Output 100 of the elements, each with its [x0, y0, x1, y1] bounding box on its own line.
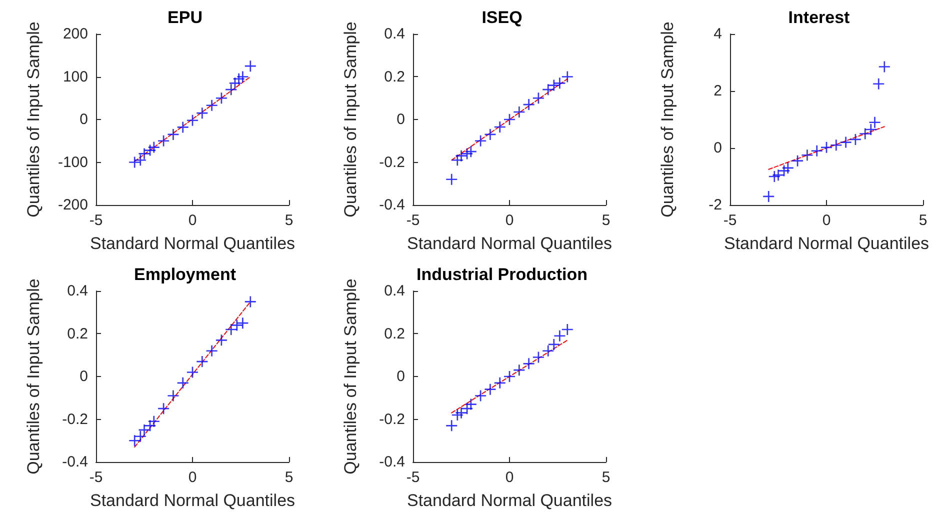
point: [523, 358, 534, 370]
y-tick-label: 0.4: [384, 26, 405, 42]
y-tick-label: 0.2: [384, 325, 405, 342]
point: [878, 61, 890, 72]
y-tick-label: 0.2: [67, 325, 88, 342]
point: [811, 145, 822, 156]
point: [138, 148, 150, 160]
y-tick-label: -0.2: [379, 154, 405, 171]
point: [187, 366, 198, 378]
point: [446, 420, 458, 432]
x-tick-label: 0: [822, 212, 831, 229]
point: [187, 114, 198, 126]
point: [792, 155, 804, 166]
point: [196, 108, 208, 119]
point: [532, 92, 544, 104]
x-axis-title: Standard Normal Quantiles: [90, 491, 296, 510]
point: [134, 430, 146, 442]
point: [782, 162, 794, 174]
y-tick-label: 200: [62, 26, 88, 42]
point: [465, 398, 476, 410]
point: [772, 170, 784, 181]
y-tick-label: 0: [396, 368, 405, 385]
x-tick-label: 0: [505, 469, 514, 486]
point: [865, 124, 876, 135]
point: [237, 71, 248, 82]
x-tick-label: -5: [89, 212, 103, 229]
point: [196, 356, 208, 368]
chart-title: EPU: [168, 8, 202, 27]
y-tick-label: -0.4: [379, 454, 405, 470]
point: [562, 324, 573, 335]
y-tick-label: -100: [58, 154, 88, 171]
point: [177, 377, 188, 388]
point: [532, 352, 544, 363]
point: [475, 135, 486, 146]
y-tick-label: 0: [714, 140, 722, 156]
x-tick-label: 5: [918, 212, 928, 229]
x-tick-label: -5: [723, 212, 737, 229]
point: [168, 128, 179, 140]
point: [548, 338, 560, 350]
point: [554, 78, 566, 89]
y-axis-title: Quantiles of Input Sample: [658, 22, 677, 218]
point: [148, 142, 160, 153]
y-tick-label: 4: [714, 26, 722, 42]
point: [216, 334, 227, 346]
point: [244, 60, 256, 72]
chart-title: Interest: [788, 8, 850, 27]
point: [134, 154, 146, 166]
x-tick-label: 0: [505, 212, 514, 229]
x-axis-title: Standard Normal Quantiles: [406, 491, 612, 510]
point: [514, 364, 525, 376]
y-tick-label: 0: [80, 368, 88, 385]
point: [494, 121, 506, 132]
point: [446, 174, 458, 185]
point: [244, 296, 256, 308]
y-tick-label: 0.4: [384, 282, 405, 300]
point: [129, 435, 140, 446]
point: [542, 84, 554, 96]
chart-title: Employment: [134, 265, 236, 284]
point: [830, 140, 842, 151]
y-tick-label: -200: [58, 196, 88, 214]
chart-title: ISEQ: [482, 8, 522, 27]
y-tick-label: 0.4: [67, 282, 88, 300]
point: [206, 345, 218, 356]
point: [177, 122, 188, 133]
point: [465, 146, 476, 158]
point: [763, 190, 774, 202]
chart-title: Industrial Production: [416, 265, 588, 284]
point: [840, 136, 852, 148]
x-axis-title: Standard Normal Quantiles: [724, 234, 930, 253]
point: [873, 78, 884, 90]
point: [802, 150, 813, 161]
point: [869, 116, 880, 128]
point: [168, 390, 179, 402]
y-tick-label: 0: [396, 111, 405, 128]
y-axis-title: Quantiles of Input Sample: [341, 278, 360, 474]
x-tick-label: -5: [406, 212, 420, 229]
point: [562, 71, 573, 82]
x-axis-title: Standard Normal Quantiles: [406, 234, 612, 253]
point: [484, 384, 496, 395]
point: [456, 150, 467, 162]
point: [226, 324, 237, 335]
x-tick-label: 5: [284, 212, 294, 229]
point: [860, 128, 871, 140]
point: [554, 330, 566, 342]
point: [548, 80, 560, 91]
y-tick-label: -0.2: [62, 410, 88, 428]
point: [494, 377, 506, 388]
point: [226, 84, 237, 96]
x-tick-label: -5: [89, 469, 103, 486]
y-axis-title: Quantiles of Input Sample: [341, 22, 360, 218]
point: [138, 424, 150, 436]
point: [148, 416, 160, 427]
y-axis-title: Quantiles of Input Sample: [24, 278, 43, 474]
y-tick-label: -0.4: [379, 196, 405, 214]
y-tick-label: -0.4: [62, 454, 88, 470]
x-axis-title: Standard Normal Quantiles: [90, 234, 296, 253]
x-tick-label: -5: [406, 469, 420, 486]
y-tick-label: 100: [62, 68, 88, 86]
x-tick-label: 5: [602, 469, 610, 486]
point: [542, 345, 554, 356]
